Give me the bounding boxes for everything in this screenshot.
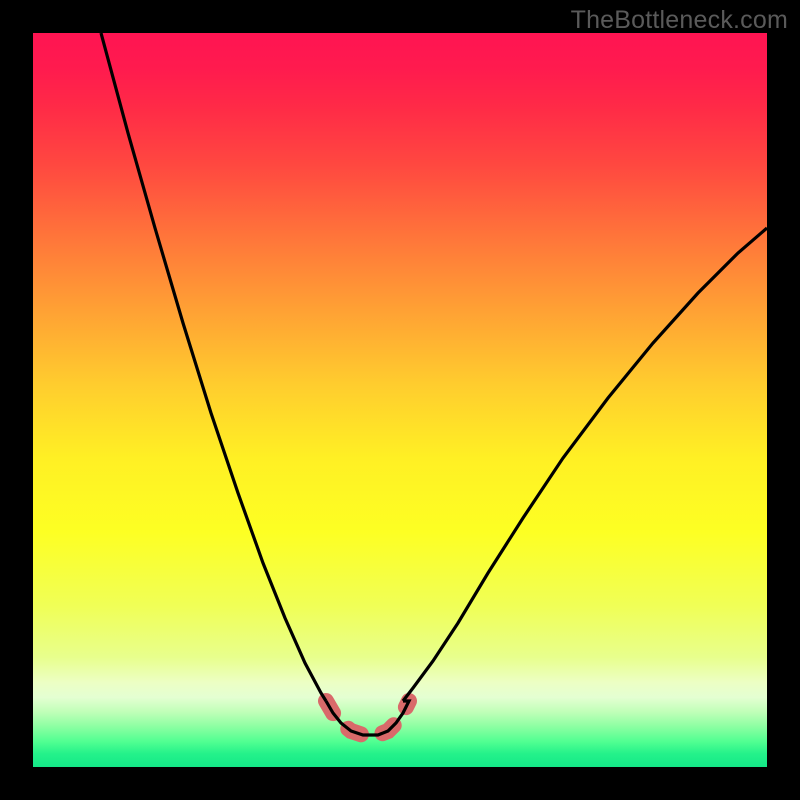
- chart-container: TheBottleneck.com: [0, 0, 800, 800]
- plot-area: [33, 33, 767, 767]
- plot-svg: [33, 33, 767, 767]
- watermark-text: TheBottleneck.com: [571, 6, 788, 35]
- gradient-background: [33, 33, 767, 767]
